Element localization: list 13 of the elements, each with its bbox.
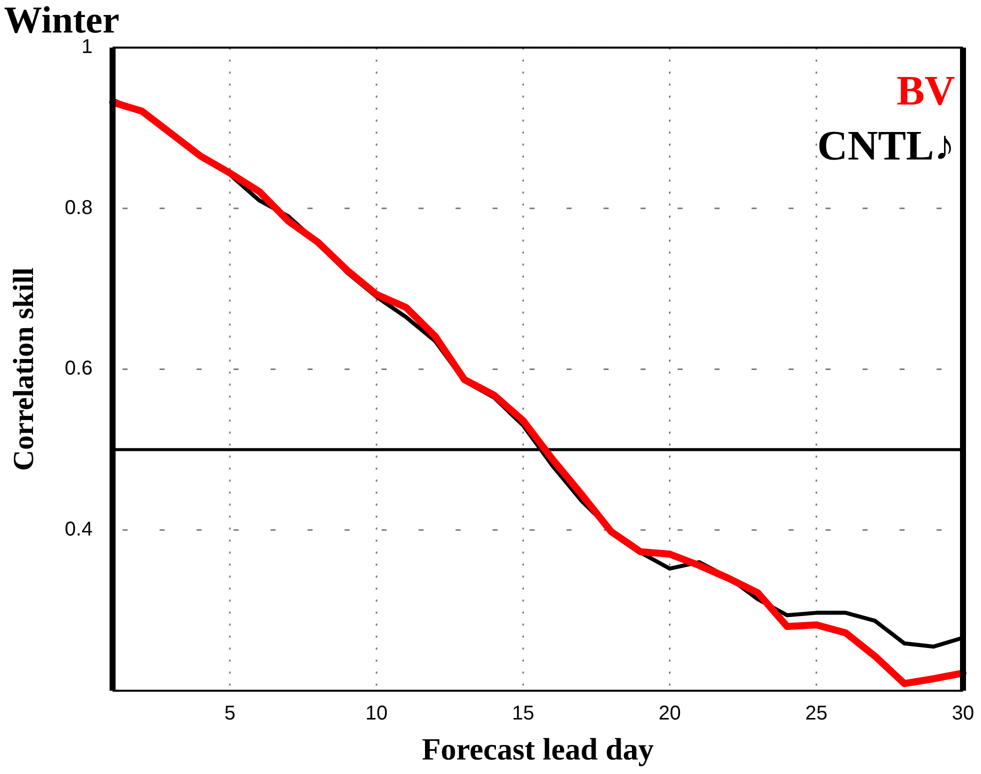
x-axis-title: Forecast lead day [422, 731, 654, 766]
x-tick-label: 10 [365, 702, 388, 724]
x-tick-label: 30 [952, 702, 974, 724]
y-axis-title: Correlation skill [8, 268, 40, 471]
text: BV [896, 68, 955, 114]
y-tick-label: 0.4 [64, 518, 93, 541]
y-tick-label: 0.8 [64, 196, 93, 219]
y-tick-label: 0.6 [64, 358, 93, 380]
x-tick-label: 15 [512, 702, 534, 724]
x-tick-label: 20 [658, 702, 681, 724]
x-tick-label: 5 [224, 702, 236, 724]
x-tick-label: 25 [805, 702, 828, 724]
text: CNTL♪ [817, 123, 955, 170]
